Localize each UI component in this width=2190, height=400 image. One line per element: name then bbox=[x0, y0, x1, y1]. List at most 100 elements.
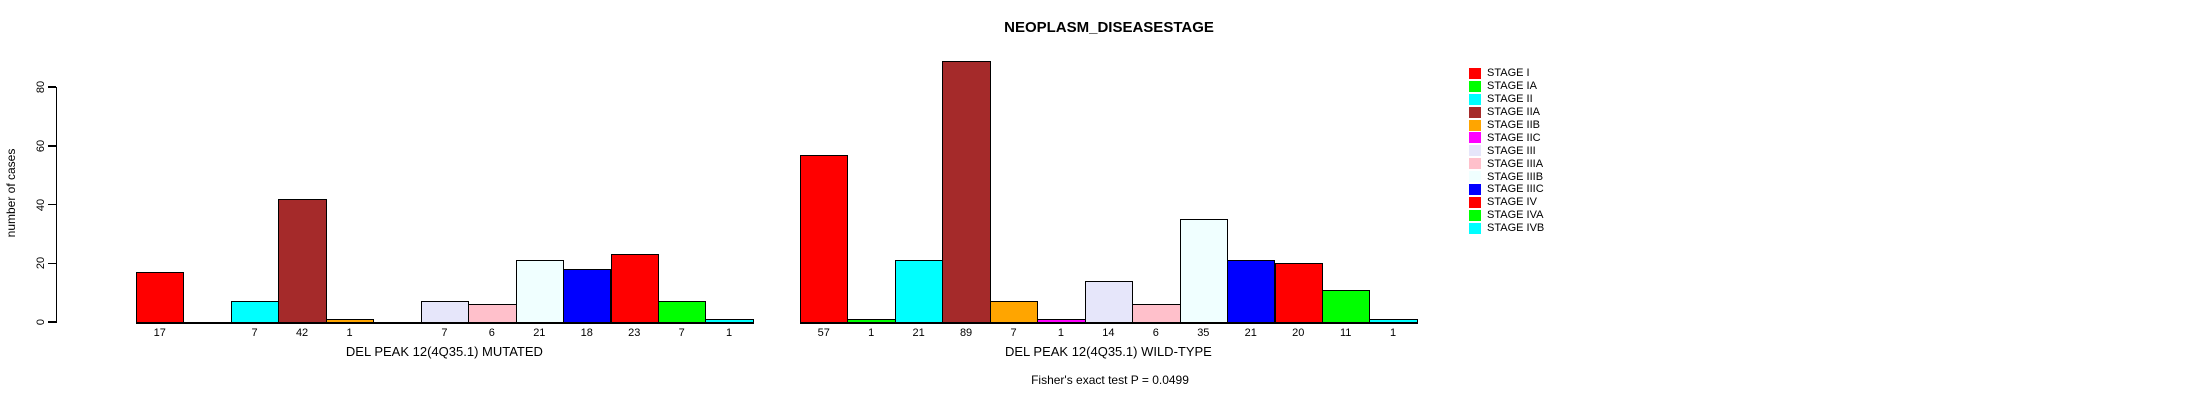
bar bbox=[1274, 263, 1323, 323]
legend-item: STAGE II bbox=[1469, 93, 1544, 106]
bar-value-label: 11 bbox=[1339, 327, 1352, 339]
bar bbox=[230, 301, 280, 323]
legend-label: STAGE I bbox=[1487, 67, 1530, 80]
bar bbox=[847, 319, 896, 323]
bar-value-label: 35 bbox=[1197, 327, 1210, 339]
bar-value-label: 7 bbox=[251, 327, 258, 339]
legend-label: STAGE IIIB bbox=[1487, 170, 1544, 183]
legend-swatch-icon bbox=[1469, 196, 1481, 208]
legend-label: STAGE IVB bbox=[1487, 222, 1545, 235]
bar bbox=[894, 260, 944, 323]
bar bbox=[515, 260, 565, 323]
legend-item: STAGE IIIB bbox=[1469, 170, 1544, 183]
y-tick-label: 20 bbox=[35, 257, 47, 270]
legend-label: STAGE IIB bbox=[1487, 119, 1540, 131]
legend-item: STAGE IIB bbox=[1469, 119, 1544, 132]
chart-title: NEOPLASM_DISEASESTAGE bbox=[1004, 19, 1214, 36]
bar bbox=[1084, 280, 1134, 323]
bar bbox=[563, 269, 612, 323]
bar bbox=[136, 272, 185, 323]
legend-item: STAGE IIIC bbox=[1469, 183, 1544, 196]
legend-label: STAGE II bbox=[1487, 93, 1533, 106]
bar-value-label: 57 bbox=[817, 327, 830, 339]
bar bbox=[942, 60, 991, 323]
bar-value-label: 7 bbox=[678, 327, 685, 339]
bar-value-label: 1 bbox=[868, 327, 875, 339]
bar-value-label: 20 bbox=[1292, 327, 1305, 339]
y-tick-label: 60 bbox=[35, 139, 47, 152]
y-axis-label: number of cases bbox=[4, 148, 18, 238]
legend-label: STAGE IIIA bbox=[1487, 157, 1544, 170]
bar bbox=[800, 154, 849, 323]
bar-value-label: 23 bbox=[628, 327, 641, 339]
bar bbox=[657, 301, 707, 323]
y-tick bbox=[47, 203, 56, 206]
y-tick bbox=[47, 262, 56, 264]
legend-swatch-icon bbox=[1469, 106, 1481, 118]
bar-value-label: 6 bbox=[1152, 327, 1159, 339]
bar-value-label: 1 bbox=[1057, 327, 1065, 339]
legend-swatch-icon bbox=[1469, 209, 1481, 221]
fisher-test-annotation: Fisher's exact test P = 0.0499 bbox=[1031, 373, 1189, 387]
legend-swatch-icon bbox=[1469, 132, 1481, 144]
bar-value-label: 6 bbox=[488, 327, 495, 339]
bar bbox=[278, 198, 327, 323]
legend-swatch-icon bbox=[1469, 145, 1481, 157]
bar bbox=[468, 304, 517, 323]
bar bbox=[420, 301, 470, 323]
bar-value-label: 21 bbox=[1244, 327, 1257, 339]
legend-label: STAGE IVA bbox=[1487, 209, 1544, 222]
bar bbox=[325, 319, 375, 323]
legend-label: STAGE IA bbox=[1487, 80, 1537, 93]
bar-value-label: 89 bbox=[959, 327, 973, 339]
bar bbox=[989, 301, 1039, 323]
legend-swatch-icon bbox=[1469, 171, 1481, 183]
legend-item: STAGE IV bbox=[1469, 196, 1544, 209]
legend-item: STAGE IA bbox=[1469, 80, 1544, 93]
bar-value-label: 7 bbox=[1010, 327, 1017, 339]
legend: STAGE I STAGE IA STAGE II STAGE IIA STAGE II… bbox=[1469, 67, 1544, 235]
legend-label: STAGE IIC bbox=[1487, 131, 1541, 144]
bar bbox=[705, 319, 754, 323]
y-tick bbox=[47, 86, 56, 88]
y-axis-line bbox=[55, 87, 57, 323]
bar bbox=[1321, 289, 1371, 323]
legend-swatch-icon bbox=[1469, 183, 1481, 195]
bar-value-label: 1 bbox=[1390, 327, 1397, 339]
bar bbox=[1132, 304, 1181, 323]
y-tick bbox=[47, 145, 56, 147]
y-tick bbox=[47, 321, 56, 323]
legend-label: STAGE III bbox=[1487, 144, 1536, 157]
bar-value-label: 18 bbox=[580, 327, 593, 339]
legend-item: STAGE I bbox=[1469, 67, 1544, 80]
legend-swatch-icon bbox=[1469, 119, 1481, 131]
bar-value-label: 1 bbox=[726, 327, 733, 339]
bar bbox=[610, 254, 659, 323]
bar bbox=[1179, 219, 1229, 323]
bar-value-label: 1 bbox=[346, 327, 353, 339]
bar-value-label: 14 bbox=[1102, 327, 1115, 339]
legend-item: STAGE IVA bbox=[1469, 209, 1544, 222]
legend-swatch-icon bbox=[1469, 93, 1481, 105]
legend-item: STAGE IVB bbox=[1469, 222, 1544, 235]
legend-swatch-icon bbox=[1469, 67, 1481, 79]
group-axis-label: DEL PEAK 12(4Q35.1) MUTATED bbox=[345, 344, 543, 359]
bar-value-label: 21 bbox=[533, 327, 546, 339]
legend-label: STAGE IV bbox=[1487, 196, 1537, 209]
legend-item: STAGE IIA bbox=[1469, 106, 1544, 119]
bar-value-label: 17 bbox=[153, 327, 166, 339]
legend-label: STAGE IIA bbox=[1487, 106, 1540, 119]
legend-item: STAGE IIC bbox=[1469, 131, 1544, 144]
bar bbox=[1369, 319, 1418, 323]
y-tick-label: 80 bbox=[35, 80, 47, 94]
y-tick-label: 40 bbox=[35, 198, 47, 211]
legend-item: STAGE IIIA bbox=[1469, 157, 1544, 170]
y-tick-label: 0 bbox=[35, 318, 47, 326]
bar bbox=[1227, 260, 1276, 323]
legend-swatch-icon bbox=[1469, 158, 1481, 170]
group-axis-label: DEL PEAK 12(4Q35.1) WILD-TYPE bbox=[1004, 344, 1212, 359]
bar-value-label: 7 bbox=[441, 327, 448, 339]
legend-label: STAGE IIIC bbox=[1487, 183, 1544, 196]
legend-swatch-icon bbox=[1469, 80, 1481, 92]
